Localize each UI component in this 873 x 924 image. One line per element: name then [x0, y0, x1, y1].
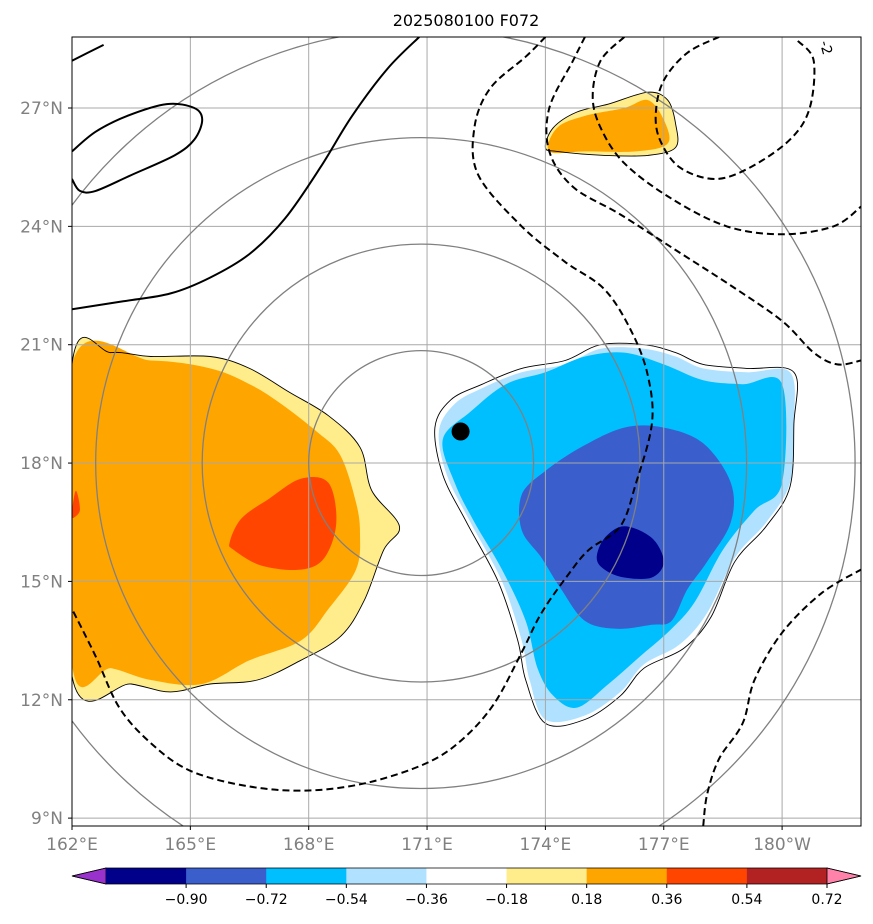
colorbar-segment-4	[426, 868, 508, 884]
colorbar-segment-0	[106, 868, 187, 884]
y-tick-label-0: 9°N	[31, 809, 63, 829]
plot-area: -2	[72, 37, 861, 826]
x-tick-label-4: 174°E	[520, 835, 572, 855]
plot-frame	[71, 36, 862, 827]
zero-contour-1	[434, 342, 799, 727]
zero-contour-2	[544, 91, 679, 157]
colorbar-label-1: −0.72	[245, 892, 288, 908]
zero-contour-0	[72, 336, 400, 702]
filled-contours	[72, 92, 795, 723]
contour-line-8	[702, 568, 861, 826]
colorbar-label-8: 0.72	[811, 892, 842, 908]
storm-center-dot	[451, 422, 470, 441]
colorbar-label-6: 0.36	[651, 892, 682, 908]
contour-line-2	[72, 37, 420, 311]
zero-contours	[72, 91, 799, 727]
colorbar-segment-6	[586, 868, 668, 884]
range-ring-3	[72, 37, 856, 826]
filled-region-2	[229, 477, 337, 571]
y-tick-label-4: 21°N	[20, 336, 63, 356]
x-axis-ticks: 162°E 165°E 168°E 171°E 174°E 177°E 180°W	[46, 826, 811, 855]
range-ring-2	[95, 136, 748, 790]
colorbar-extend-high	[826, 867, 862, 885]
filled-region-5	[547, 99, 670, 154]
contour-line-5	[545, 37, 861, 366]
contour-line-1	[72, 102, 204, 194]
gridlines	[72, 37, 861, 826]
range-ring-1	[201, 243, 641, 683]
colorbar-label-7: 0.54	[731, 892, 762, 908]
colorbar: −0.90 −0.72 −0.54 −0.36 −0.18 0.18 0.36 0.54 0.7…	[71, 867, 862, 908]
x-tick-label-2: 168°E	[283, 835, 335, 855]
contour-label: -2	[816, 39, 835, 57]
y-tick-label-3: 18°N	[20, 454, 63, 474]
filled-region-3	[72, 490, 80, 519]
contour-line-7	[654, 37, 816, 181]
y-axis-ticks: 9°N 12°N 15°N 18°N 21°N 24°N 27°N	[20, 99, 72, 829]
colorbar-segment-1	[186, 868, 267, 884]
colorbar-label-0: −0.90	[165, 892, 208, 908]
x-tick-label-5: 177°E	[638, 835, 690, 855]
colorbar-label-5: 0.18	[571, 892, 602, 908]
colorbar-segment-5	[506, 868, 588, 884]
colorbar-label-4: −0.18	[485, 892, 528, 908]
filled-region-1	[72, 340, 361, 688]
colorbar-extend-low	[71, 867, 107, 885]
colorbar-segment-8	[746, 868, 828, 884]
contour-line-4	[72, 37, 654, 792]
colorbar-outline	[71, 867, 862, 885]
range-rings	[72, 37, 856, 826]
line-contours: -2	[72, 37, 861, 826]
range-ring-0	[308, 349, 535, 577]
chart-title: 2025080100 F072	[393, 11, 540, 30]
x-tick-label-6: 180°W	[753, 835, 811, 855]
x-tick-label-0: 162°E	[46, 835, 98, 855]
x-tick-label-3: 171°E	[401, 835, 453, 855]
contour-line-0	[72, 44, 105, 62]
colorbar-segment-7	[666, 868, 748, 884]
colorbar-label-3: −0.36	[405, 892, 448, 908]
filled-region-9	[596, 526, 664, 580]
y-tick-label-1: 12°N	[20, 691, 63, 711]
y-tick-label-2: 15°N	[20, 572, 63, 592]
y-tick-label-6: 27°N	[20, 99, 63, 119]
storm-marker	[451, 422, 470, 441]
y-tick-label-5: 24°N	[20, 217, 63, 237]
colorbar-segment-2	[266, 868, 347, 884]
x-tick-label-1: 165°E	[164, 835, 216, 855]
colorbar-segment-3	[346, 868, 427, 884]
colorbar-label-2: −0.54	[325, 892, 368, 908]
